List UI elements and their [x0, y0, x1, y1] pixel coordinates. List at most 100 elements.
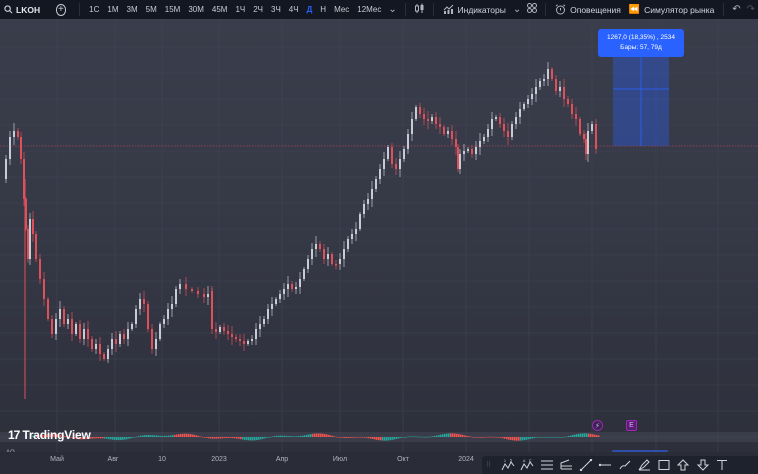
- alerts-button[interactable]: Оповещения: [551, 4, 625, 15]
- interval-button[interactable]: 1Ч: [235, 5, 246, 14]
- divider: [545, 3, 547, 16]
- interval-button[interactable]: Мес: [334, 5, 350, 14]
- layouts-button[interactable]: [524, 3, 540, 16]
- fib-channel-tool[interactable]: [557, 459, 577, 471]
- indicators-icon: [443, 4, 453, 14]
- horizontal-ray-tool[interactable]: [596, 459, 616, 471]
- measure-bars: Бары: 57, 79д: [620, 44, 662, 51]
- replay-label: Симулятор рынка: [644, 4, 715, 15]
- interval-button[interactable]: 30М: [188, 5, 204, 14]
- chart-canvas[interactable]: [0, 19, 758, 456]
- highlighter-icon: [638, 459, 651, 471]
- arrow-down-tool[interactable]: [693, 459, 713, 471]
- brush-tool[interactable]: [615, 459, 635, 471]
- arrow-up-icon: [677, 459, 690, 471]
- time-axis-label: Май: [50, 456, 64, 463]
- time-axis-label: 2024: [458, 456, 474, 463]
- rewind-icon: ⏪: [628, 4, 641, 14]
- redo-button[interactable]: ↷: [746, 4, 755, 15]
- search-icon: [4, 5, 13, 14]
- interval-button[interactable]: 1С: [89, 5, 100, 14]
- chevron-down-icon[interactable]: ⌄: [512, 4, 522, 15]
- divider: [723, 3, 725, 16]
- interval-button[interactable]: 15М: [164, 5, 181, 14]
- time-axis-label: 10: [158, 456, 166, 463]
- price-chart-pane[interactable]: 1267,0 (18,35%) , 2534 Бары: 57, 79д ⚡ E…: [0, 19, 758, 456]
- candles-icon: [414, 3, 424, 13]
- symbol-search[interactable]: LKOH: [0, 5, 50, 15]
- highlighter-tool[interactable]: [635, 459, 655, 471]
- trend-line-icon: [579, 459, 592, 471]
- ao-histogram: [30, 433, 600, 441]
- time-axis-label: Июл: [332, 456, 348, 463]
- rectangle-icon: [658, 460, 670, 470]
- candlestick-series: [5, 62, 597, 399]
- arrow-down-icon: [696, 459, 709, 471]
- undo-button[interactable]: ↶: [732, 4, 741, 15]
- fib-icon: [560, 459, 573, 470]
- svg-text:C: C: [529, 459, 532, 463]
- alarm-clock-icon: [555, 4, 566, 15]
- scroll-position-indicator[interactable]: [612, 450, 668, 453]
- rectangle-tool[interactable]: [654, 459, 674, 471]
- interval-button[interactable]: Н: [320, 5, 327, 14]
- bar-replay-button[interactable]: ⏪ Симулятор рынка: [625, 4, 718, 15]
- candlestick-chart-type-button[interactable]: [411, 3, 428, 17]
- interval-button[interactable]: 1М: [107, 5, 119, 14]
- horizontal-ray-icon: [599, 463, 612, 467]
- compare-symbol-button[interactable]: +: [55, 3, 67, 16]
- lines-icon: [540, 460, 553, 470]
- lightning-icon: ⚡: [595, 422, 600, 430]
- symbol-name: LKOH: [16, 4, 41, 15]
- svg-text:A: A: [523, 459, 526, 463]
- trend-line-tool[interactable]: [576, 459, 596, 471]
- interval-button[interactable]: Д: [306, 5, 313, 14]
- interval-button[interactable]: 45М: [211, 5, 228, 14]
- earnings-event-marker[interactable]: E: [626, 420, 637, 431]
- interval-button[interactable]: 3М: [126, 5, 138, 14]
- alerts-label: Оповещения: [570, 4, 621, 15]
- indicators-button[interactable]: Индикаторы: [439, 4, 510, 15]
- indicators-label: Индикаторы: [457, 4, 506, 15]
- dividend-event-marker[interactable]: ⚡: [592, 420, 603, 431]
- time-axis-label: Апр: [275, 456, 289, 463]
- measure-tooltip: 1267,0 (18,35%) , 2534 Бары: 57, 79д: [598, 29, 684, 57]
- svg-text:5: 5: [510, 459, 512, 463]
- earnings-icon: E: [629, 422, 634, 429]
- text-tool[interactable]: [713, 459, 733, 471]
- divider: [79, 3, 81, 16]
- time-axis-label: 2023: [211, 456, 227, 463]
- text-icon: [717, 460, 728, 470]
- arrow-up-tool[interactable]: [674, 459, 694, 471]
- tradingview-watermark: 17 TradingView: [8, 428, 91, 442]
- divider: [432, 3, 434, 16]
- chevron-down-icon[interactable]: ⌄: [388, 4, 397, 15]
- tradingview-logo-icon: 17: [8, 428, 20, 442]
- top-toolbar: LKOH + 1С 1М 3М 5М 15М 30М 45М 1Ч 2Ч 3Ч 4Ч Д Н Мес 12М…: [0, 0, 758, 19]
- interval-list: 1С 1М 3М 5М 15М 30М 45М 1Ч 2Ч 3Ч 4Ч Д Н Мес 12Мес: [85, 5, 385, 14]
- ao-indicator-pane[interactable]: [0, 432, 758, 442]
- interval-button[interactable]: 5М: [145, 5, 157, 14]
- divider: [404, 3, 406, 16]
- interval-button[interactable]: 4Ч: [288, 5, 299, 14]
- interval-button[interactable]: 3Ч: [271, 5, 281, 14]
- brand-name: TradingView: [22, 428, 91, 442]
- grid-layout-icon: [527, 3, 538, 13]
- horizontal-lines-tool[interactable]: [537, 459, 557, 471]
- drag-handle-icon[interactable]: ⠿: [486, 462, 492, 469]
- chart-grid: [0, 19, 758, 456]
- measure-price-change: 1267,0 (18,35%) , 2534: [607, 34, 675, 41]
- time-axis-label: Авг: [107, 456, 119, 463]
- time-axis-label: Окт: [397, 456, 409, 463]
- plus-icon: +: [57, 3, 64, 15]
- interval-button[interactable]: 2Ч: [253, 5, 264, 14]
- brush-icon: [619, 460, 631, 470]
- svg-text:1: 1: [504, 459, 506, 463]
- interval-button[interactable]: 12Мес: [357, 5, 382, 14]
- measure-range: [613, 47, 669, 146]
